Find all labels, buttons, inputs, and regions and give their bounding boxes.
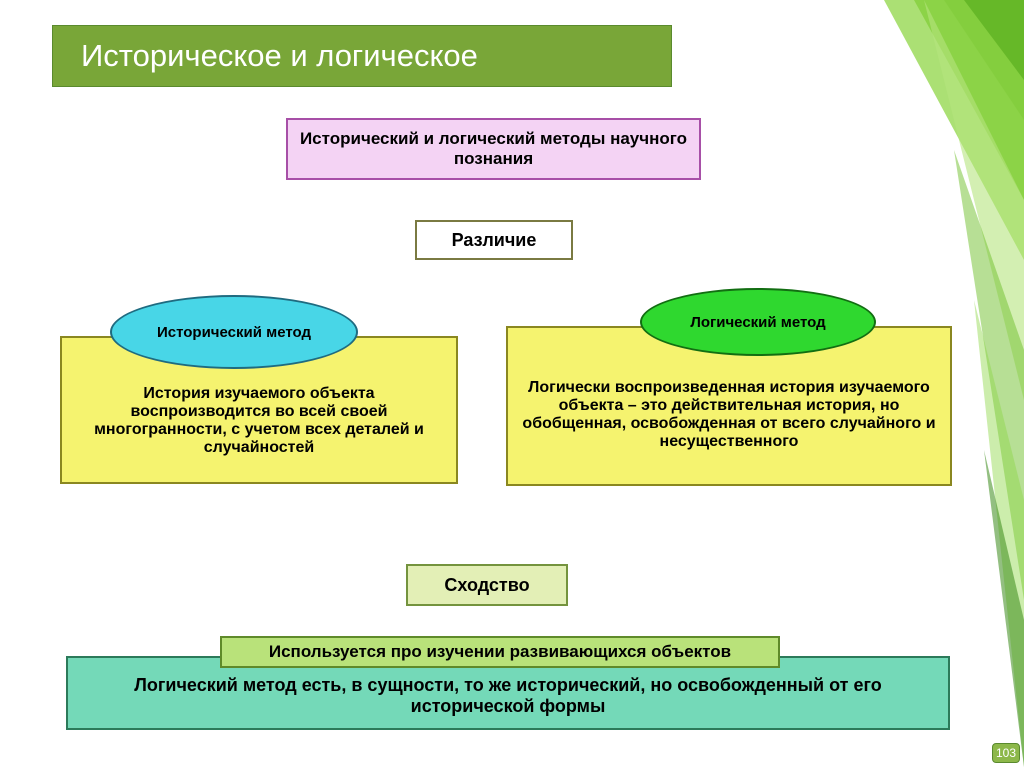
difference-label: Различие [415,220,573,260]
right-ellipse-text: Логический метод [690,314,825,331]
difference-text: Различие [452,230,537,251]
left-content-text: История изучаемого объекта воспроизводит… [74,385,444,457]
right-content-text: Логически воспроизведенная история изуча… [520,379,938,451]
page-number: 103 [996,746,1016,760]
slide: Историческое и логическое Исторический и… [0,0,1024,767]
left-ellipse-text: Исторический метод [157,324,311,341]
left-ellipse: Исторический метод [110,295,358,369]
subtitle-box: Исторический и логический методы научног… [286,118,701,180]
page-number-badge: 103 [992,743,1020,763]
usage-text: Используется про изучении развивающихся … [269,642,731,662]
similarity-text: Сходство [444,575,529,596]
usage-label: Используется про изучении развивающихся … [220,636,780,668]
title-text: Историческое и логическое [81,38,478,74]
right-ellipse: Логический метод [640,288,876,356]
bottom-content-text: Логический метод есть, в сущности, то же… [80,675,936,717]
subtitle-text: Исторический и логический методы научног… [298,129,689,169]
title-bar: Историческое и логическое [52,25,672,87]
similarity-label: Сходство [406,564,568,606]
